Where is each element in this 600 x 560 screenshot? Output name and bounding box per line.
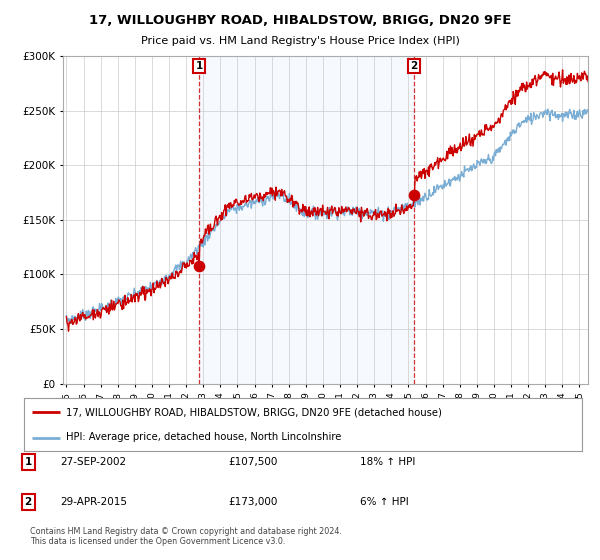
Text: 17, WILLOUGHBY ROAD, HIBALDSTOW, BRIGG, DN20 9FE: 17, WILLOUGHBY ROAD, HIBALDSTOW, BRIGG, …	[89, 14, 511, 27]
Text: HPI: Average price, detached house, North Lincolnshire: HPI: Average price, detached house, Nort…	[66, 432, 341, 442]
Text: 2: 2	[410, 61, 418, 71]
Text: 1: 1	[196, 61, 203, 71]
Point	[194, 262, 204, 270]
Text: 17, WILLOUGHBY ROAD, HIBALDSTOW, BRIGG, DN20 9FE (detached house): 17, WILLOUGHBY ROAD, HIBALDSTOW, BRIGG, …	[66, 408, 442, 418]
Text: 2: 2	[25, 497, 32, 507]
Bar	[199, 56, 414, 384]
Text: 6% ↑ HPI: 6% ↑ HPI	[360, 497, 409, 507]
Text: Price paid vs. HM Land Registry's House Price Index (HPI): Price paid vs. HM Land Registry's House …	[140, 36, 460, 46]
Text: £107,500: £107,500	[228, 457, 277, 467]
Text: £173,000: £173,000	[228, 497, 277, 507]
Point	[409, 190, 419, 199]
Text: 1: 1	[25, 457, 32, 467]
Text: 27-SEP-2002: 27-SEP-2002	[60, 457, 126, 467]
Text: Contains HM Land Registry data © Crown copyright and database right 2024.
This d: Contains HM Land Registry data © Crown c…	[30, 526, 342, 546]
Text: 18% ↑ HPI: 18% ↑ HPI	[360, 457, 415, 467]
Text: 29-APR-2015: 29-APR-2015	[60, 497, 127, 507]
